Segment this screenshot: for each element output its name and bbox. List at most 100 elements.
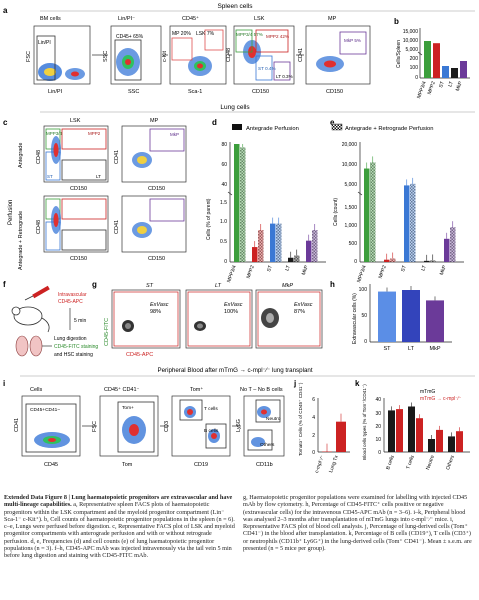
spleen-banner-text: Spleen cells xyxy=(217,3,253,10)
letter-i: i xyxy=(3,379,5,388)
bar-hatch xyxy=(312,230,318,262)
pb-banner-text: Peripheral Blood after mTmG → c-mpl⁻⁄⁻ l… xyxy=(157,367,312,374)
panel-b: 15,000 10,000 5,000 200 100 0 Cells/Sple… xyxy=(396,28,470,99)
panel-h: 100 50 0 Extravascular cells (%) ST LT MkP xyxy=(352,284,452,352)
category-label: LT xyxy=(420,265,428,272)
a-gate-4: MP xyxy=(328,16,337,22)
g-label-2: ExVasc xyxy=(294,302,313,308)
c-gate-3: LT xyxy=(96,174,101,179)
category-label: MkP xyxy=(455,80,464,92)
c-x-3: CD150 xyxy=(148,256,165,262)
c-y-2: CD48 xyxy=(36,220,42,234)
c-gate-2: ST xyxy=(47,174,53,179)
g-val-1: 100% xyxy=(224,309,238,315)
a-gl-4: MPP3/4 57% xyxy=(236,32,263,37)
bar xyxy=(451,68,458,78)
bar xyxy=(270,223,276,262)
g-val-2: 87% xyxy=(294,309,305,315)
e-tick-5: 500 xyxy=(349,241,358,247)
f-step-1: CD45-APC xyxy=(58,299,83,305)
h-tick-0: 100 xyxy=(359,287,368,293)
d-tick-5: 0.5 xyxy=(220,239,227,245)
e-ylabel: Cells (count) xyxy=(333,198,339,226)
e-legend-swatch xyxy=(331,123,343,131)
bar xyxy=(424,260,430,262)
i-x-3: CD11b xyxy=(256,462,273,468)
i-x-1: Tom xyxy=(122,462,133,468)
a-gl-6: ST 0.4% xyxy=(258,66,276,71)
c-col-1: MP xyxy=(150,118,159,124)
i-y-0: CD41 xyxy=(14,418,20,432)
caption-body-2: g, Haematopoietic progenitor populations… xyxy=(243,494,472,553)
e-tick-1: 10,000 xyxy=(342,162,358,168)
j-ylabel: Tomato⁺ Cells (% of CD45⁺ CD41⁻) xyxy=(298,382,303,456)
b-tick-4: 100 xyxy=(410,65,419,71)
panel-i: Cells CD45⁺ CD41⁻ Tom⁺ No T – No B cells xyxy=(14,386,285,468)
letter-k: k xyxy=(355,379,360,388)
lung-banner-text: Lung cells xyxy=(220,104,250,111)
a-x-3: CD150 xyxy=(252,89,269,95)
c-x-0: CD150 xyxy=(70,186,87,192)
bar-hatch xyxy=(450,227,456,262)
a-y-3: CD48 xyxy=(226,48,232,62)
i-gl-2: T cells xyxy=(204,406,218,412)
i-gate-0: Cells xyxy=(30,387,42,393)
category-label: MkP xyxy=(301,264,310,276)
a-gate-1: Lin/PI⁻ xyxy=(118,16,135,22)
category-label: B cells xyxy=(385,454,396,470)
a-x-0: Lin/PI xyxy=(48,89,63,95)
a-y-0: FSC xyxy=(26,51,32,62)
i-x-2: CD19 xyxy=(194,462,208,468)
g-x-axis: CD45-APC xyxy=(126,352,153,358)
i-y-2: CD3 xyxy=(164,421,170,432)
b-ylabel: Cells/Spleen xyxy=(396,40,402,68)
g-val-0: 98% xyxy=(150,309,161,315)
letter-b: b xyxy=(394,17,399,26)
bar xyxy=(436,429,443,452)
g-label-1: ExVasc xyxy=(224,302,243,308)
c-x-2: CD150 xyxy=(70,256,87,262)
c-row-0: Antegrade xyxy=(18,143,24,168)
f-step-3: Lung digestion xyxy=(54,336,87,342)
i-y-1: FSC xyxy=(92,421,98,432)
i-gate-2: Tom⁺ xyxy=(190,386,203,393)
bar xyxy=(364,168,370,262)
category-label: Lung Tx xyxy=(328,454,340,473)
j-tick-2: 2 xyxy=(312,433,315,439)
d-ylabel: Cells (% of parent) xyxy=(206,198,212,240)
a-y-2: c-Kit xyxy=(162,51,168,62)
f-step-5: and HSC staining xyxy=(54,352,93,358)
panel-j: 6 4 2 0 Tomato⁺ Cells (% of CD45⁺ CD41⁻)… xyxy=(298,382,350,474)
d-tick-3: 1.5 xyxy=(220,200,227,206)
d-tick-4: 1.0 xyxy=(220,219,227,225)
d-legend: Antegrade Perfusion xyxy=(246,126,299,132)
a-gl-1: CD45+ 65% xyxy=(116,34,144,40)
panel-letters: a b c d e f g h i j k xyxy=(3,6,399,388)
caption-body-1: a, Representative spleen FACS plots of h… xyxy=(4,501,235,560)
e-tick-2: 5,000 xyxy=(344,182,357,188)
bar-hatch xyxy=(294,255,300,262)
a-gate-3: LSK xyxy=(254,16,265,22)
bar-hatch xyxy=(390,258,396,262)
i-gl-4: Neutro xyxy=(266,416,281,422)
b-tick-2: 5,000 xyxy=(405,47,418,53)
a-gate-2: CD45⁺ xyxy=(182,15,199,22)
panel-k: mTmG mTmG → c-mpl⁻⁄⁻ 40 30 20 10 0 Blood… xyxy=(362,384,470,471)
b-tick-1: 10,000 xyxy=(403,38,419,44)
category-label: MPP3/4 xyxy=(356,264,368,283)
a-gl-5: MPP2 42% xyxy=(266,34,289,39)
bar xyxy=(433,43,440,78)
k-ylabel: Blood cells types (% of Tom⁺/CD41⁻) xyxy=(362,384,367,460)
c-col-0: LSK xyxy=(70,118,81,124)
c-row-1: Antegrade + Retrograde xyxy=(18,211,24,270)
panel-a: BM cells Lin/PI⁻ CD45⁺ LSK MP Lin/PI SSC… xyxy=(26,15,371,95)
k-legend-0: mTmG xyxy=(420,389,435,395)
i-gl-5: Others xyxy=(260,442,275,448)
lungs-icon xyxy=(15,335,43,357)
category-label: LT xyxy=(447,81,455,88)
letter-c: c xyxy=(3,118,8,127)
category-label: MPP2 xyxy=(378,264,388,279)
category-label: MPP2 xyxy=(246,264,256,279)
letter-h: h xyxy=(330,280,335,289)
j-tick-1: 4 xyxy=(312,415,315,421)
